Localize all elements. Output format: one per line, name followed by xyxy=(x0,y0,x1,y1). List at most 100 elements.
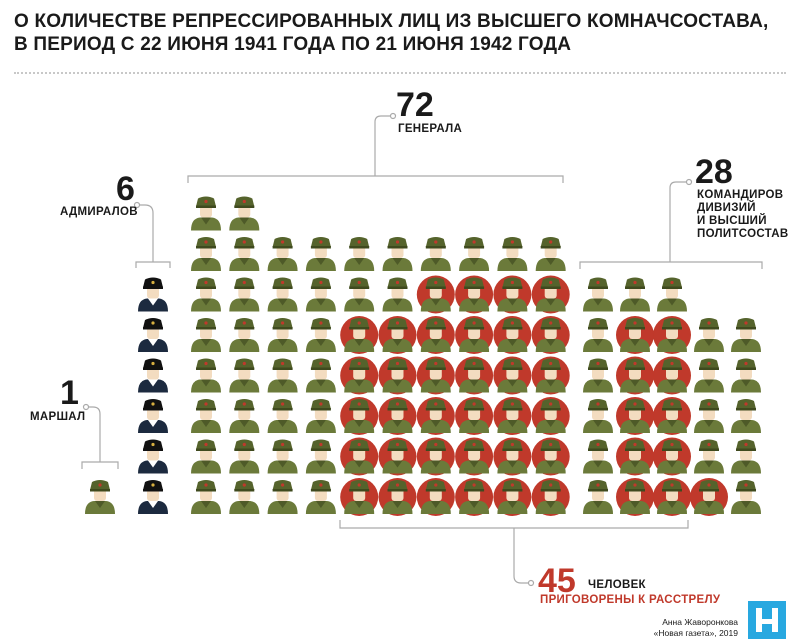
general-figure xyxy=(267,439,298,474)
general-figure xyxy=(531,397,570,435)
general-figure xyxy=(531,316,570,354)
executed-label-bottom: ПРИГОВОРЕНЫ К РАССТРЕЛУ xyxy=(540,594,721,606)
title-separator xyxy=(14,72,786,74)
credit-source: «Новая газета», 2019 xyxy=(653,628,738,638)
general-figure xyxy=(191,399,221,433)
chart-title: О КОЛИЧЕСТВЕ РЕПРЕССИРОВАННЫХ ЛИЦ ИЗ ВЫС… xyxy=(14,10,794,56)
general-figure xyxy=(305,277,336,312)
commander-figure xyxy=(616,397,654,435)
general-figure xyxy=(416,316,455,354)
commanders-label-3: И ВЫСШИЙ xyxy=(697,215,767,227)
general-figure xyxy=(267,358,298,393)
commander-figure xyxy=(694,318,724,352)
commander-figure xyxy=(731,318,761,352)
general-figure xyxy=(229,196,260,231)
commanders-connector xyxy=(669,181,688,262)
commander-figure xyxy=(653,478,691,516)
admiral-figure xyxy=(138,480,168,514)
commander-figure xyxy=(731,439,761,474)
general-figure xyxy=(420,237,451,271)
general-figure xyxy=(191,358,221,393)
commander-figure xyxy=(583,358,613,393)
marshal-label: МАРШАЛ xyxy=(30,411,86,423)
commander-figure xyxy=(583,318,613,352)
marshal-figure xyxy=(85,480,115,514)
admiral-figure xyxy=(138,277,168,312)
general-figure xyxy=(416,478,455,516)
commander-figure xyxy=(731,399,761,433)
admiral-figure xyxy=(138,358,168,393)
general-figure xyxy=(191,480,221,514)
general-figure xyxy=(493,316,532,354)
general-figure xyxy=(229,480,260,514)
title-line-1: О КОЛИЧЕСТВЕ РЕПРЕССИРОВАННЫХ ЛИЦ ИЗ ВЫС… xyxy=(14,11,769,32)
general-figure xyxy=(493,478,532,516)
general-figure xyxy=(455,478,494,516)
general-figure xyxy=(229,277,260,312)
general-figure xyxy=(267,318,298,352)
general-figure xyxy=(267,277,298,312)
general-figure xyxy=(416,356,455,395)
general-figure xyxy=(305,439,336,474)
generals-connector xyxy=(374,115,392,176)
general-figure xyxy=(191,237,221,271)
general-figure xyxy=(344,237,375,271)
commander-figure xyxy=(731,480,761,514)
general-figure xyxy=(305,399,336,433)
general-figure xyxy=(531,437,570,476)
admiral-figure xyxy=(138,439,168,474)
commander-figure xyxy=(620,277,650,312)
commander-figure xyxy=(616,316,654,354)
general-figure xyxy=(493,437,532,476)
general-figure xyxy=(191,439,221,474)
commander-figure xyxy=(653,437,691,476)
commander-figure xyxy=(653,397,691,435)
commander-figure xyxy=(583,439,613,474)
generals-label: ГЕНЕРАЛА xyxy=(398,123,463,135)
commander-figure xyxy=(616,437,654,476)
executed-bracket xyxy=(339,520,689,529)
executed-connector-dot xyxy=(527,579,535,587)
marshal-connector-dot xyxy=(82,403,90,411)
commander-figure xyxy=(583,480,613,514)
general-figure xyxy=(305,480,336,514)
commander-figure xyxy=(653,316,691,354)
general-figure xyxy=(455,397,494,435)
admiral-figure xyxy=(138,318,168,352)
general-figure xyxy=(382,277,413,312)
general-figure xyxy=(305,318,336,352)
admirals-connector-dot xyxy=(133,201,141,209)
general-figure xyxy=(493,356,532,395)
commander-figure xyxy=(657,277,687,312)
general-figure xyxy=(267,399,298,433)
general-figure xyxy=(455,437,494,476)
general-figure xyxy=(340,437,379,476)
commander-figure xyxy=(694,439,724,474)
generals-bracket xyxy=(187,175,564,183)
general-figure xyxy=(229,439,260,474)
marshal-bracket xyxy=(81,461,119,469)
general-figure xyxy=(455,275,494,314)
novaya-gazeta-logo xyxy=(748,601,786,639)
general-figure xyxy=(416,275,455,314)
commander-figure xyxy=(653,356,691,395)
marshal-connector xyxy=(86,406,101,462)
executed-count: 45 xyxy=(538,562,576,600)
general-figure xyxy=(378,397,417,435)
general-figure xyxy=(378,437,417,476)
general-figure xyxy=(305,358,336,393)
general-figure xyxy=(340,356,379,395)
executed-connector xyxy=(513,528,530,584)
general-figure xyxy=(455,316,494,354)
commander-figure xyxy=(694,399,724,433)
commander-figure xyxy=(583,399,613,433)
general-figure xyxy=(535,237,566,271)
general-figure xyxy=(459,237,490,271)
commanders-label-4: ПОЛИТСОСТАВ xyxy=(697,228,789,240)
commanders-connector-dot xyxy=(685,178,693,186)
commander-figure xyxy=(616,478,654,516)
general-figure xyxy=(229,399,260,433)
commander-figure xyxy=(583,277,613,312)
commanders-label-1: КОМАНДИРОВ xyxy=(697,189,784,201)
admirals-bracket xyxy=(135,261,171,268)
